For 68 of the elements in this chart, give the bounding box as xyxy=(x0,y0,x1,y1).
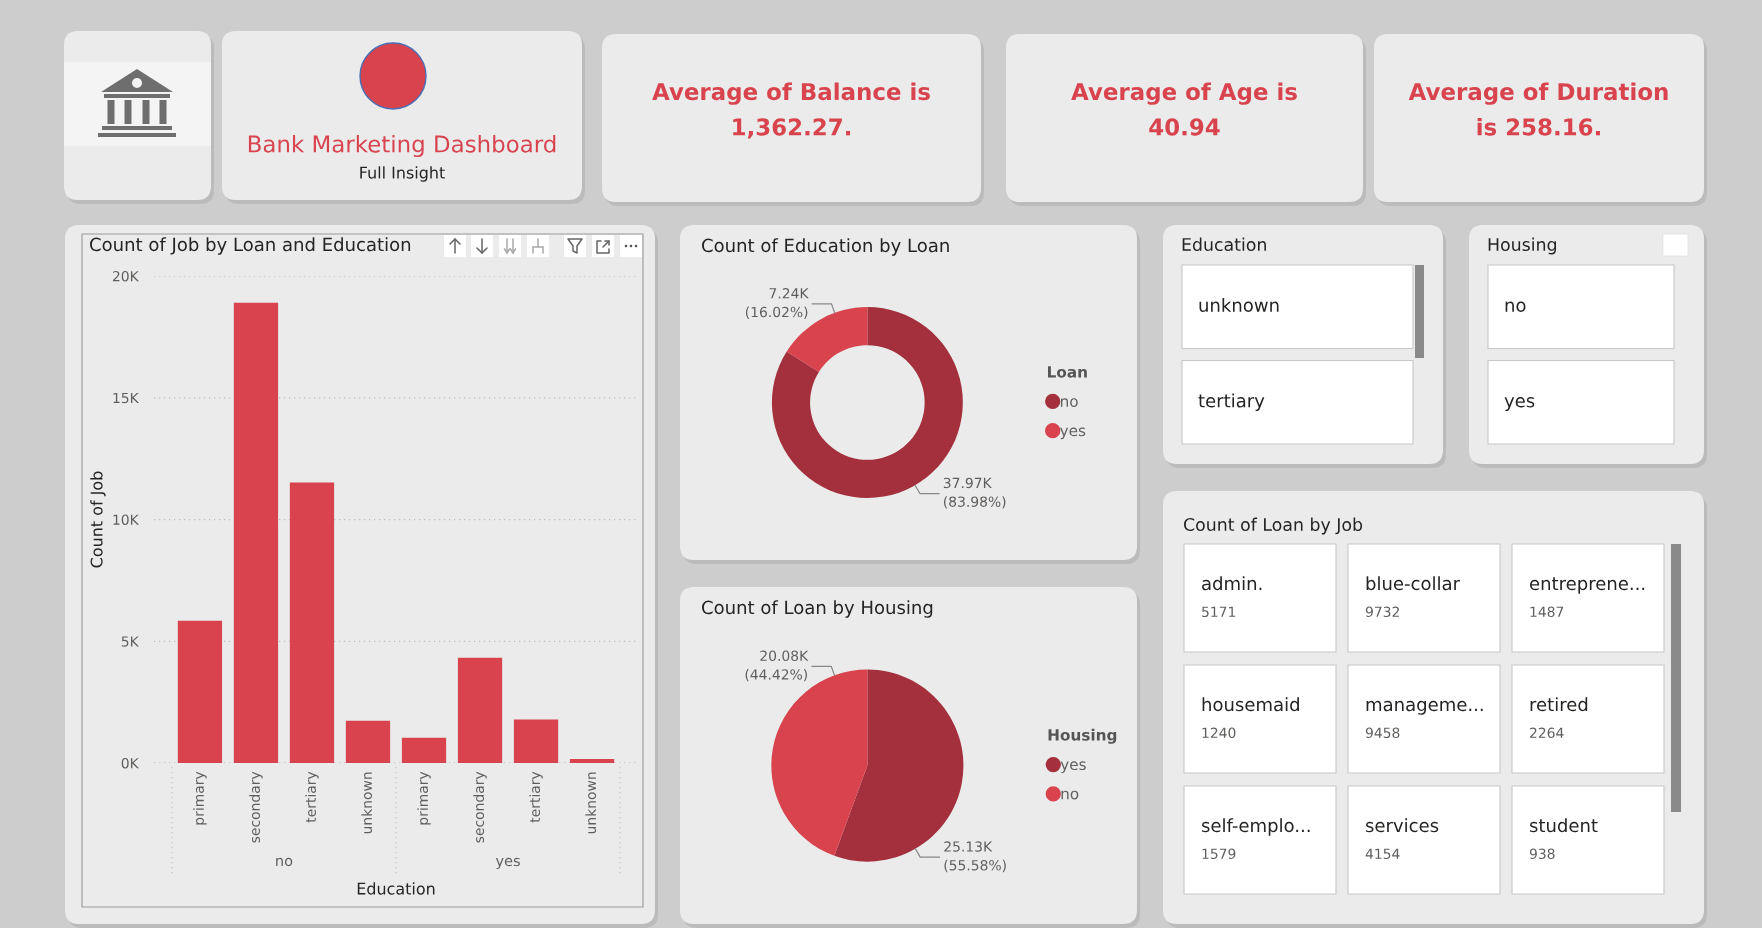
data-label: 938 xyxy=(1529,848,1555,860)
x-tick-label: unknown xyxy=(361,772,373,834)
data-label: 5171 xyxy=(1202,606,1236,618)
chart-title: Count of Education by Loan xyxy=(702,238,949,256)
x-tick-label: unknown xyxy=(585,772,597,834)
x-tick-label: secondary xyxy=(473,771,487,843)
category-label: yes xyxy=(1504,397,1535,411)
x-tick-label: secondary xyxy=(249,771,263,843)
text: Average of Duration is 258.16. xyxy=(1408,82,1668,136)
y-tick-label: 20K xyxy=(112,270,140,282)
text: no xyxy=(276,857,293,867)
data-label: 2264 xyxy=(1530,727,1564,739)
y-tick-label: 15K xyxy=(113,392,140,404)
category-label: manageme... xyxy=(1366,700,1483,715)
data-label: 1487 xyxy=(1530,606,1564,618)
bar xyxy=(569,759,615,763)
category-label: self-emplo... xyxy=(1201,818,1310,836)
category-label: no xyxy=(1505,301,1526,312)
data-label: 4154 xyxy=(1365,848,1400,860)
text: Average of Age is 40.94 xyxy=(1071,82,1297,136)
y-tick-label: 5K xyxy=(121,636,140,647)
category-label: admin. xyxy=(1202,576,1262,591)
bar xyxy=(513,719,559,763)
data-label: 37.97K (83.98%) xyxy=(943,477,1006,509)
bar xyxy=(233,302,279,763)
data-label: 25.13K (55.58%) xyxy=(944,841,1006,873)
y-tick-label: 10K xyxy=(113,514,140,525)
data-label: 9458 xyxy=(1365,727,1400,739)
bar xyxy=(345,720,391,763)
bar xyxy=(177,620,223,763)
chart-title: Count of Loan by Housing xyxy=(702,600,933,618)
chart-title: Count of Job by Loan and Education xyxy=(90,237,411,255)
y-axis-title: Count of Job xyxy=(90,471,106,568)
text: Count of Loan by Job xyxy=(1183,517,1363,535)
text: Full Insight xyxy=(360,166,445,182)
legend-title: Loan xyxy=(1048,366,1087,378)
category-label: housemaid xyxy=(1202,697,1299,712)
text: Bank Marketing Dashboard xyxy=(248,134,556,158)
category-label: tertiary xyxy=(1198,393,1265,411)
text: Average of Balance is 1,362.27. xyxy=(652,82,930,139)
data-label: 1240 xyxy=(1202,727,1236,739)
bar xyxy=(289,482,335,763)
x-tick-label: tertiary xyxy=(305,771,319,823)
legend-label: yes xyxy=(1060,427,1086,440)
category-label: unknown xyxy=(1199,298,1279,312)
y-tick-label: 0K xyxy=(121,757,140,769)
data-label: 20.08K (44.42%) xyxy=(745,650,809,682)
text: yes xyxy=(495,857,520,870)
data-label: 7.24K (16.02%) xyxy=(745,288,809,319)
category-label: services xyxy=(1365,818,1439,833)
legend-label: no xyxy=(1060,398,1078,407)
category-label: blue-collar xyxy=(1366,576,1461,591)
bar xyxy=(401,737,447,763)
legend-title: Housing xyxy=(1048,728,1117,744)
data-label: 1579 xyxy=(1202,848,1236,860)
text: Housing xyxy=(1488,237,1556,255)
category-label: student xyxy=(1529,818,1598,833)
x-tick-label: primary xyxy=(193,771,207,825)
legend-label: no xyxy=(1061,790,1079,800)
x-tick-label: tertiary xyxy=(529,771,543,823)
data-label: 9732 xyxy=(1365,606,1399,618)
bar xyxy=(457,657,503,763)
x-tick-label: primary xyxy=(417,771,431,825)
category-label: entreprene... xyxy=(1530,577,1645,594)
x-axis-title: Education xyxy=(357,882,435,895)
text: Education xyxy=(1182,237,1266,252)
category-label: retired xyxy=(1530,697,1588,712)
legend-label: yes xyxy=(1060,761,1086,774)
